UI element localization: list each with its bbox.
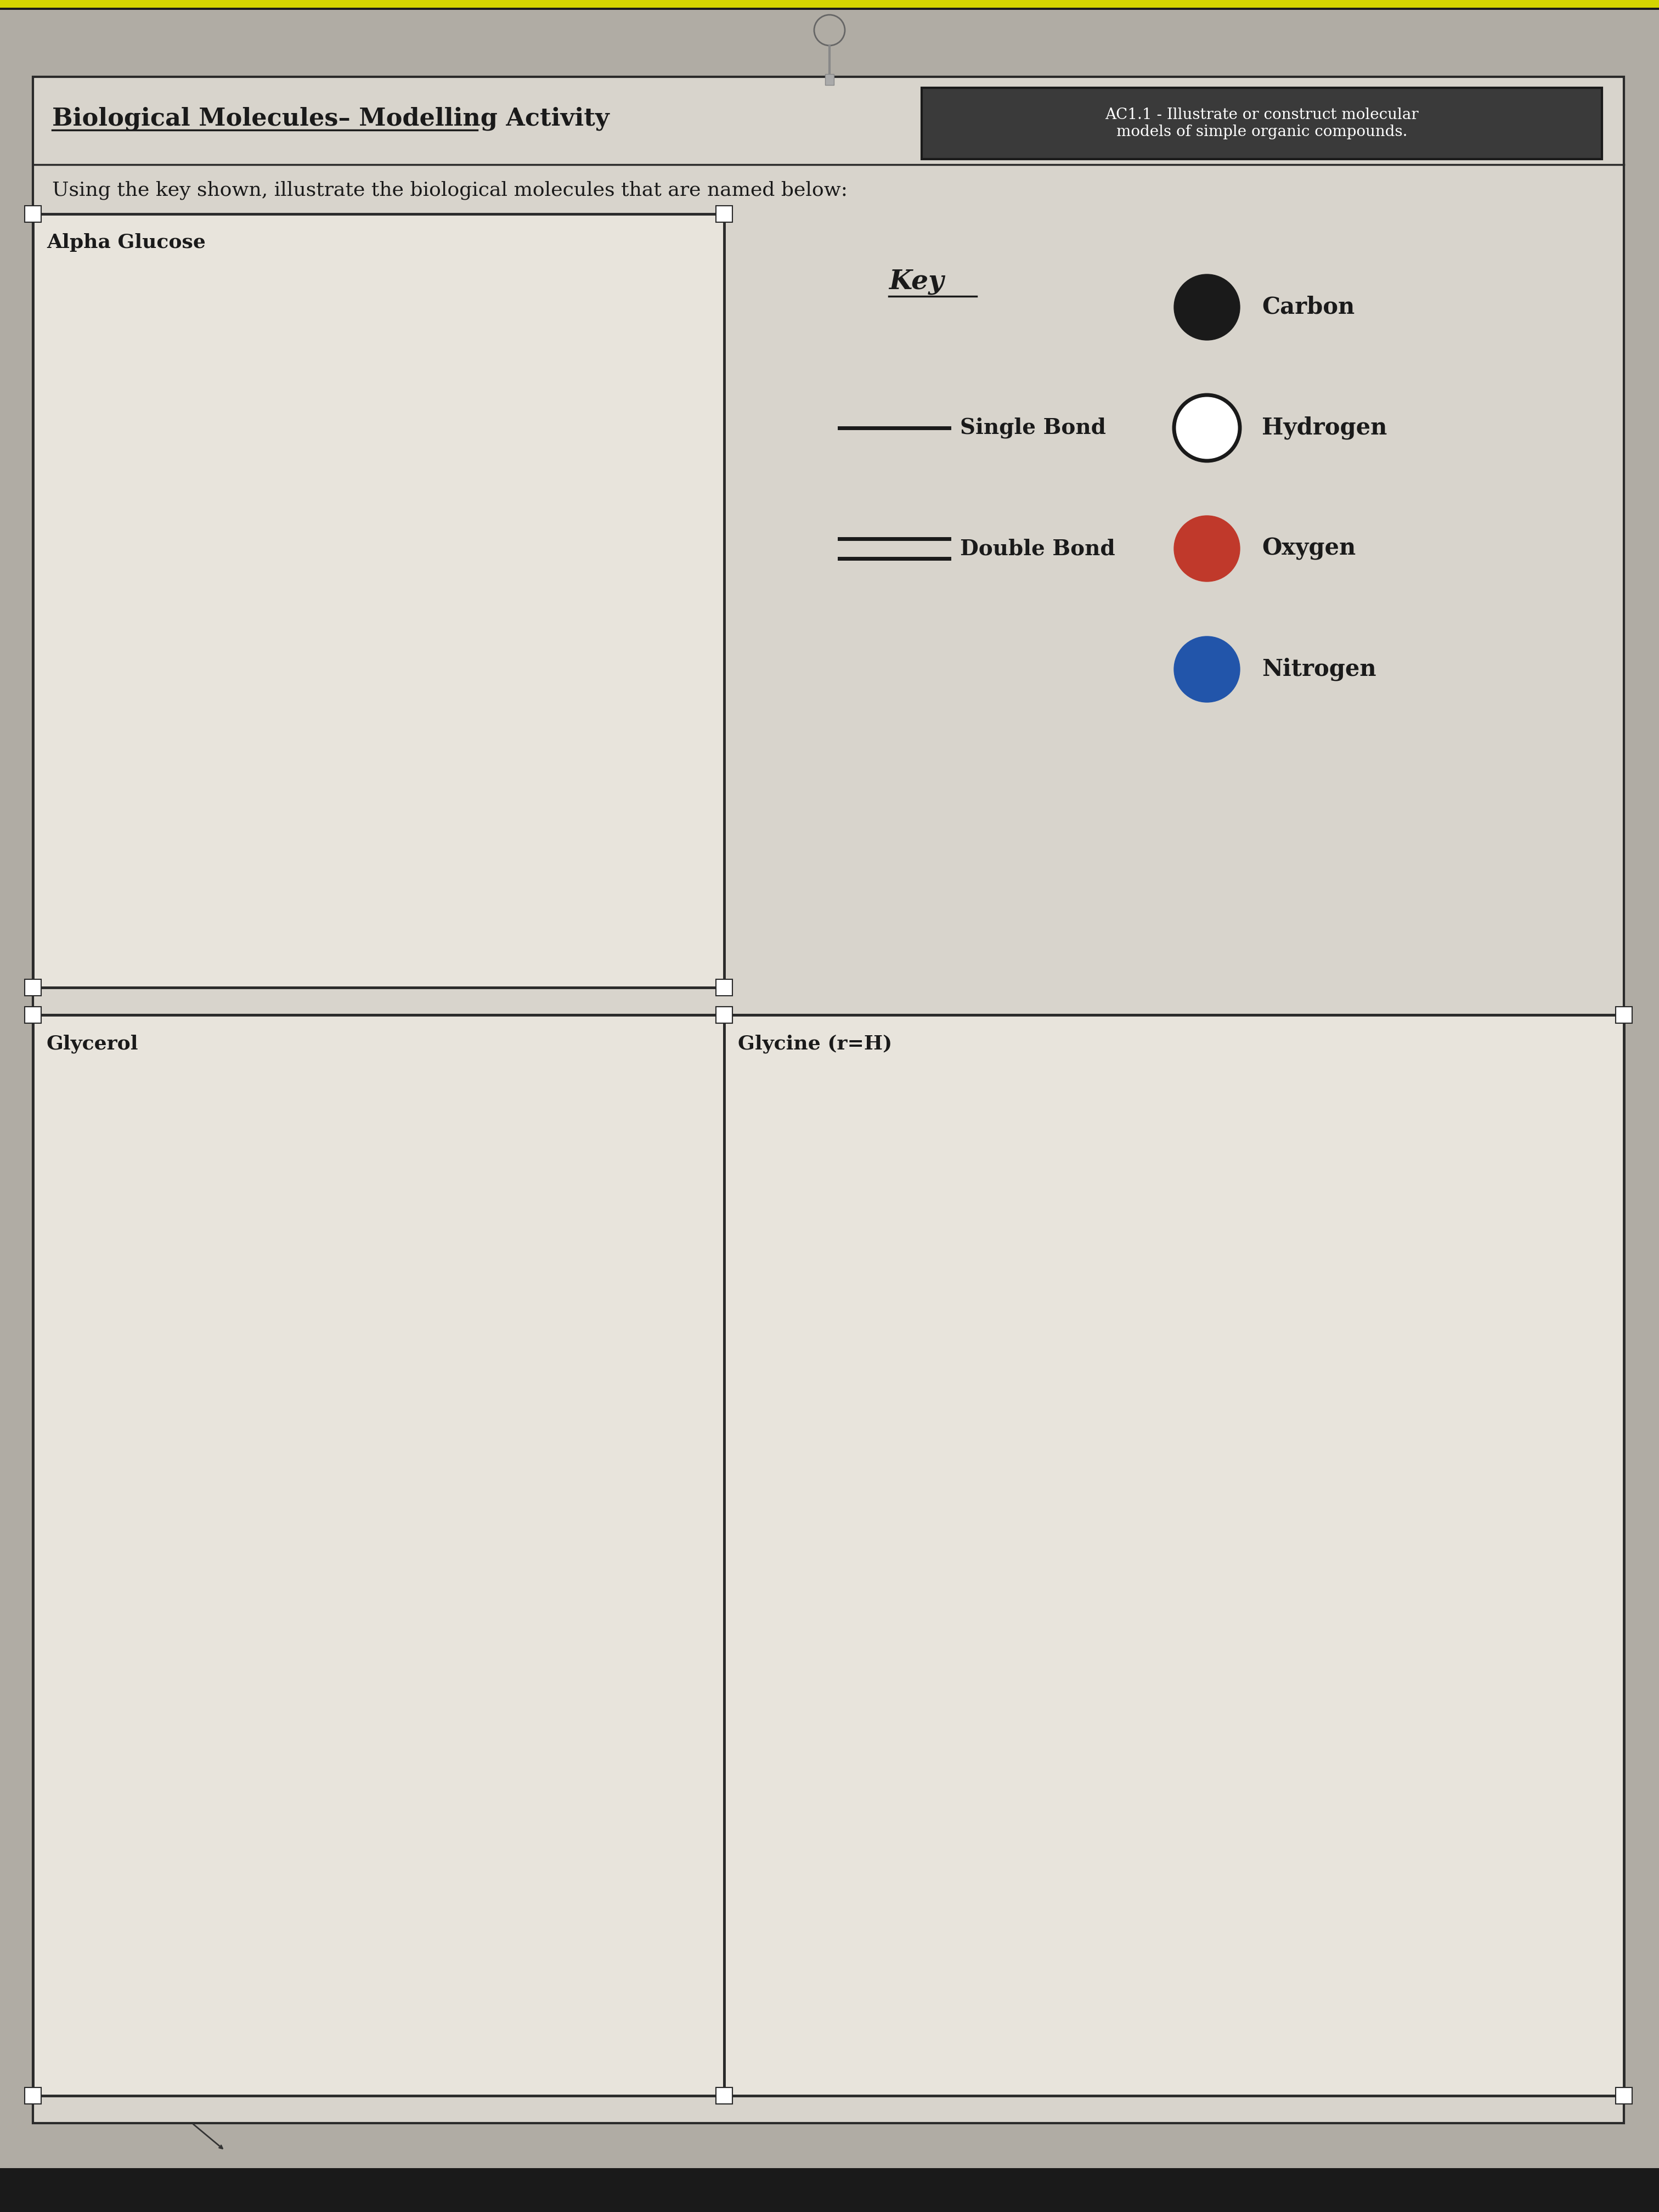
Bar [922,88,1603,159]
Bar [33,1015,725,2095]
Bar [717,2088,732,2104]
Bar [717,206,732,221]
Bar [725,1015,1624,2095]
Text: Using the key shown, illustrate the biological molecules that are named below:: Using the key shown, illustrate the biol… [51,181,848,199]
Text: Hydrogen: Hydrogen [1262,416,1387,440]
Circle shape [1175,637,1239,701]
Text: Glycine (r=H): Glycine (r=H) [738,1035,893,1053]
Text: Biological Molecules– Modelling Activity: Biological Molecules– Modelling Activity [51,106,609,131]
Circle shape [1175,396,1239,460]
Bar [1616,2088,1632,2104]
Text: Foc: Foc [1606,2190,1634,2205]
Bar [25,1006,41,1024]
Bar [717,980,732,995]
Text: Key: Key [889,270,944,294]
Bar [717,1006,732,1024]
Bar [717,2088,732,2104]
Text: Single Bond: Single Bond [961,418,1107,438]
Bar [25,980,41,995]
Circle shape [1175,515,1239,582]
Text: Carbon: Carbon [1262,296,1355,319]
Bar [25,2088,41,2104]
Text: Double Bond: Double Bond [961,538,1115,560]
Bar [0,0,1659,7]
Bar [1616,1006,1632,1024]
Bar [0,0,1659,9]
Text: Alpha Glucose: Alpha Glucose [46,232,206,252]
Bar [717,1006,732,1024]
Text: Oxygen: Oxygen [1262,538,1355,560]
Bar [0,2168,1659,2212]
Bar [25,206,41,221]
Circle shape [1175,274,1239,341]
Bar [825,73,834,84]
Bar [33,215,725,987]
Text: Nitrogen: Nitrogen [1262,657,1377,681]
Text: Glycerol: Glycerol [46,1035,138,1053]
Text: AC1.1 - Illustrate or construct molecular
models of simple organic compounds.: AC1.1 - Illustrate or construct molecula… [1105,108,1418,139]
